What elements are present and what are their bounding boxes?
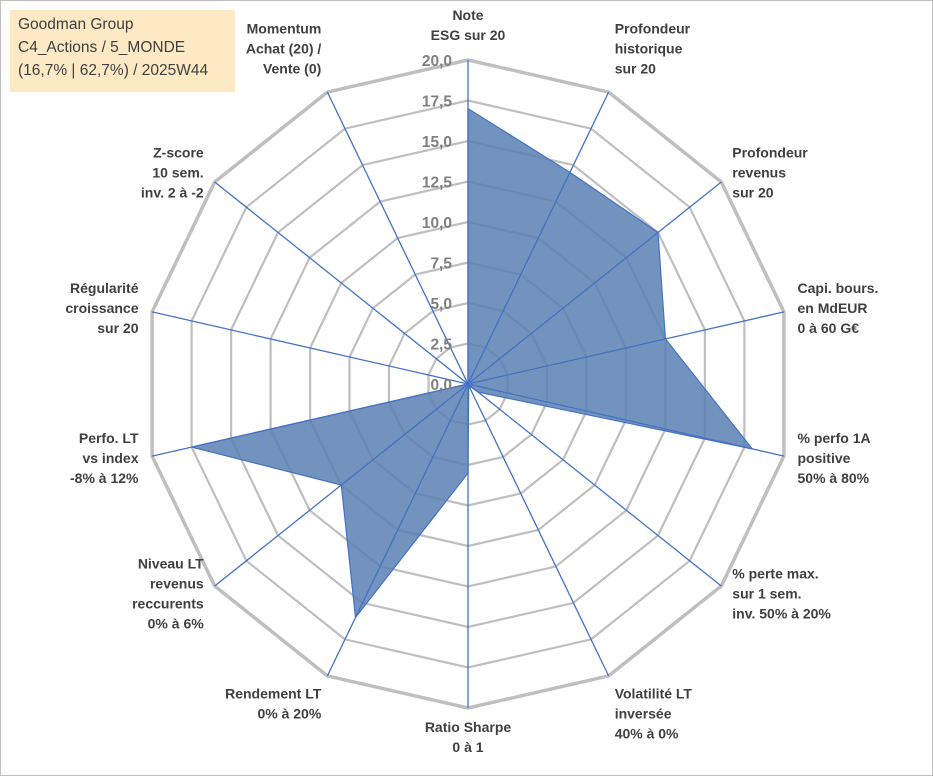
tick-label: 20,0 xyxy=(422,53,452,70)
axis-spoke-2 xyxy=(467,181,722,385)
company-name: Goodman Group xyxy=(18,16,134,33)
axis-label-9: revenus xyxy=(150,576,204,592)
axis-spoke-4 xyxy=(467,383,785,457)
axis-label-4: 50% à 80% xyxy=(798,470,870,486)
axis-label-1: Profondeur xyxy=(615,21,691,37)
axis-spoke-1 xyxy=(467,91,610,385)
axis-label-3: Capi. bours. xyxy=(798,280,879,296)
axis-spoke-13 xyxy=(326,91,469,385)
axis-label-7: Ratio Sharpe xyxy=(425,719,512,735)
axis-label-13: Vente (0) xyxy=(263,61,321,77)
axis-spoke-6 xyxy=(467,383,610,677)
axis-label-1: historique xyxy=(615,41,683,57)
axis-label-9: Niveau LT xyxy=(138,556,204,572)
axis-spoke-10 xyxy=(151,383,469,457)
axis-label-4: % perfo 1A xyxy=(798,430,871,446)
tick-label: 10,0 xyxy=(422,215,452,232)
axis-label-10: vs index xyxy=(82,450,138,466)
axis-label-11: croissance xyxy=(65,300,138,316)
axis-spoke-9 xyxy=(214,383,469,587)
axis-spoke-11 xyxy=(151,311,469,385)
title-box: Goodman Group C4_Actions / 5_MONDE (16,7… xyxy=(10,10,235,92)
axis-label-1: sur 20 xyxy=(615,61,656,77)
tick-label: 7,5 xyxy=(430,256,452,273)
axis-label-0: ESG sur 20 xyxy=(431,27,506,43)
axis-label-6: Volatilité LT xyxy=(615,686,693,702)
axis-label-2: sur 20 xyxy=(732,184,773,200)
axis-label-12: 10 sem. xyxy=(152,164,203,180)
axis-label-2: revenus xyxy=(732,164,786,180)
tick-label: 12,5 xyxy=(422,175,453,192)
tick-label: 2,5 xyxy=(430,337,452,354)
axis-label-3: 0 à 60 G€ xyxy=(798,320,860,336)
axis-spoke-3 xyxy=(467,311,785,385)
axis-label-10: Perfo. LT xyxy=(79,430,139,446)
axis-label-0: Note xyxy=(452,7,483,23)
axis-label-11: Régularité xyxy=(70,280,139,296)
axis-label-4: positive xyxy=(798,450,851,466)
axis-label-5: sur 1 sem. xyxy=(732,586,801,602)
axis-label-3: en MdEUR xyxy=(798,300,868,316)
ratio-week: (16,7% | 62,7%) / 2025W44 xyxy=(18,62,209,79)
axis-label-8: 0% à 20% xyxy=(257,706,321,722)
axis-label-12: Z-score xyxy=(153,144,204,160)
axis-label-9: 0% à 6% xyxy=(148,616,205,632)
axis-label-5: inv. 50% à 20% xyxy=(732,606,831,622)
axis-label-9: reccurents xyxy=(132,596,204,612)
axis-spoke-5 xyxy=(467,383,722,587)
axis-label-13: Momentum xyxy=(247,21,322,37)
tick-label: 0,0 xyxy=(430,377,452,394)
tick-label: 5,0 xyxy=(430,296,452,313)
axis-label-7: 0 à 1 xyxy=(452,739,483,755)
axis-label-10: -8% à 12% xyxy=(70,470,139,486)
axis-label-8: Rendement LT xyxy=(225,686,322,702)
axis-label-11: sur 20 xyxy=(97,320,138,336)
axis-label-12: inv. 2 à -2 xyxy=(141,184,204,200)
tick-label: 15,0 xyxy=(422,134,452,151)
portfolio-code: C4_Actions / 5_MONDE xyxy=(18,39,186,56)
axis-label-2: Profondeur xyxy=(732,144,808,160)
axis-label-13: Achat (20) / xyxy=(246,41,322,57)
axis-spoke-12 xyxy=(214,181,469,385)
axis-label-6: 40% à 0% xyxy=(615,726,679,742)
axis-label-6: inversée xyxy=(615,706,672,722)
axis-label-5: % perte max. xyxy=(732,566,818,582)
tick-label: 17,5 xyxy=(422,94,453,111)
axis-spoke-8 xyxy=(326,383,469,677)
